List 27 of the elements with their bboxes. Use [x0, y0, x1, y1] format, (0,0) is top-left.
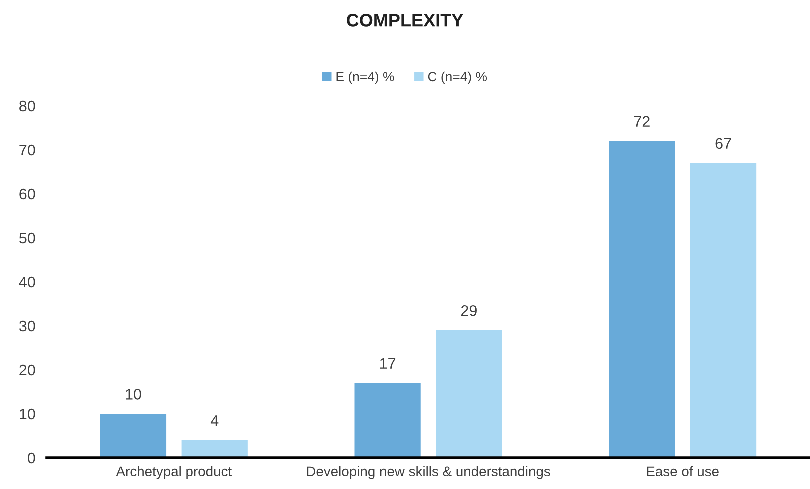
x-tick-label: Archetypal product [116, 466, 232, 480]
y-tick-label: 30 [19, 320, 36, 332]
data-label: 4 [210, 416, 219, 426]
y-tick-label: 20 [20, 364, 36, 376]
data-label: 17 [380, 358, 396, 369]
y-tick-label: 80 [20, 100, 36, 112]
y-tick-label: 40 [19, 276, 36, 288]
y-tick-label: 0 [28, 452, 36, 464]
bar [609, 141, 676, 458]
y-tick-label: 50 [20, 232, 36, 244]
x-tick-label: Developing new skills & understandings [307, 466, 550, 480]
y-tick-label: 70 [20, 144, 36, 156]
data-label: 72 [634, 116, 650, 127]
x-tick-label: Ease of use [647, 466, 719, 477]
legend-label: C (n=4) % [428, 72, 488, 84]
bar [182, 440, 248, 458]
data-label: 29 [461, 305, 477, 316]
bar [690, 163, 757, 458]
data-label: 10 [126, 389, 142, 400]
y-tick-label: 10 [20, 408, 36, 420]
bar [100, 414, 167, 458]
bar [436, 330, 502, 458]
bar [354, 383, 421, 458]
y-tick-label: 60 [20, 188, 36, 200]
chart-title: COMPLEXITY [347, 14, 464, 27]
data-label: 67 [716, 138, 732, 150]
legend-label: E (n=4) % [336, 72, 394, 84]
